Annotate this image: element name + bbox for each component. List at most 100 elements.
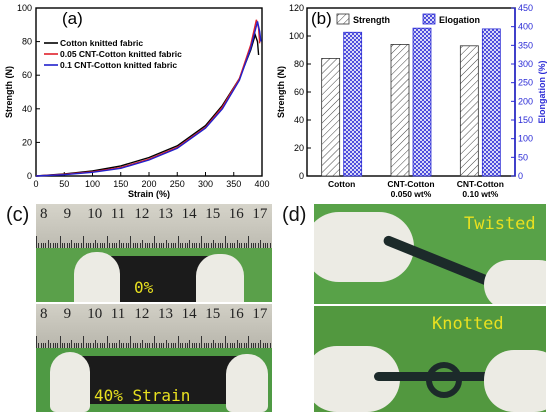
ruler-tick bbox=[40, 343, 42, 348]
ruler-number: 12 bbox=[134, 206, 150, 222]
ruler-tick bbox=[116, 343, 118, 348]
ruler-number: 8 bbox=[40, 306, 48, 322]
ruler-tick bbox=[250, 243, 252, 248]
ruler-tick bbox=[40, 243, 42, 248]
ruler-tick bbox=[135, 243, 137, 248]
panel-label-c: (c) bbox=[6, 204, 30, 226]
ruler-number: 10 bbox=[87, 306, 103, 322]
ruler-tick bbox=[269, 243, 271, 248]
ruler-tick bbox=[196, 343, 198, 348]
glove-right bbox=[484, 350, 546, 412]
ruler-tick bbox=[189, 240, 191, 248]
ruler-tick bbox=[175, 343, 177, 348]
ruler-tick bbox=[90, 343, 92, 348]
ruler-tick bbox=[109, 243, 111, 248]
ruler-tick bbox=[177, 336, 179, 348]
ruler-tick bbox=[97, 243, 99, 248]
ruler-tick bbox=[253, 343, 255, 348]
y2-axis-label: Elongation (%) bbox=[537, 61, 547, 124]
legend-swatch-elongation bbox=[422, 13, 436, 25]
ruler-tick bbox=[64, 243, 66, 248]
ruler-tick bbox=[158, 343, 160, 348]
ruler-tick bbox=[184, 243, 186, 248]
ruler-tick bbox=[168, 243, 170, 248]
plot-frame bbox=[35, 7, 263, 177]
ruler-tick bbox=[250, 343, 252, 348]
ruler-tick bbox=[71, 240, 73, 248]
ruler-tick bbox=[213, 240, 214, 248]
ruler-tick bbox=[203, 343, 205, 348]
legend-label: Cotton knitted fabric bbox=[60, 38, 143, 48]
y-tick-label: 60 bbox=[294, 87, 304, 97]
ruler-tick bbox=[118, 340, 120, 348]
ruler-tick bbox=[175, 243, 177, 248]
ruler-tick bbox=[142, 240, 144, 248]
ruler-tick bbox=[142, 340, 144, 348]
y-tick-label: 40 bbox=[294, 115, 304, 125]
ruler-tick bbox=[234, 243, 236, 248]
ruler-tick bbox=[246, 243, 248, 248]
ruler-tick bbox=[128, 343, 130, 348]
ruler-tick bbox=[92, 343, 94, 348]
photo-label: Knotted bbox=[432, 314, 504, 334]
ruler-tick bbox=[154, 336, 155, 348]
x-tick-label: 300 bbox=[198, 179, 213, 189]
ruler-tick bbox=[137, 343, 139, 348]
ruler-tick bbox=[45, 343, 47, 348]
category-label: Cotton bbox=[328, 179, 355, 189]
ruler-tick bbox=[111, 243, 113, 248]
ruler-tick bbox=[269, 343, 271, 348]
ruler-tick bbox=[149, 343, 151, 348]
x-tick-label: 200 bbox=[141, 179, 156, 189]
fabric-strip bbox=[64, 356, 244, 404]
ruler-tick bbox=[205, 243, 207, 248]
ruler-tick bbox=[36, 336, 37, 348]
ruler-tick bbox=[132, 243, 134, 248]
y-tick-label: 20 bbox=[22, 137, 32, 147]
x-tick-label: 150 bbox=[113, 179, 128, 189]
ruler-tick bbox=[172, 243, 174, 248]
ruler-tick bbox=[208, 243, 210, 248]
ruler-number: 10 bbox=[87, 206, 103, 222]
ruler-tick bbox=[106, 336, 108, 348]
knot bbox=[426, 362, 462, 398]
y2-tick-label: 450 bbox=[518, 3, 533, 13]
ruler-tick bbox=[187, 343, 189, 348]
ruler-tick bbox=[231, 243, 233, 248]
ruler-tick bbox=[163, 343, 165, 348]
ruler-tick bbox=[156, 243, 158, 248]
ruler-tick bbox=[73, 243, 75, 248]
ruler-tick bbox=[57, 243, 59, 248]
ruler-tick bbox=[179, 243, 181, 248]
elongation-bar bbox=[343, 31, 363, 177]
ruler-tick bbox=[87, 243, 89, 248]
ruler-tick bbox=[243, 243, 245, 248]
ruler-tick bbox=[90, 243, 92, 248]
strength-elongation-bar-chart: 0 20 40 60 80 100 120 0 50 100 150 200 250 300 350 400 4… bbox=[276, 3, 547, 199]
ruler-tick bbox=[165, 340, 167, 348]
panel-label-d: (d) bbox=[282, 204, 307, 226]
x-tick-label: 250 bbox=[170, 179, 185, 189]
x-tick-label: 400 bbox=[254, 179, 269, 189]
ruler-tick bbox=[182, 243, 184, 248]
ruler-tick bbox=[50, 243, 52, 248]
ruler-tick bbox=[92, 243, 94, 248]
ruler-tick bbox=[213, 340, 214, 348]
ruler-tick bbox=[130, 236, 132, 248]
ruler-number: 11 bbox=[110, 206, 126, 222]
ruler-tick bbox=[182, 343, 184, 348]
ruler-tick bbox=[54, 343, 56, 348]
ruler-tick bbox=[194, 243, 196, 248]
ruler-tick bbox=[59, 336, 61, 348]
ruler-tick bbox=[66, 343, 68, 348]
strength-bar bbox=[390, 44, 410, 177]
ruler-number: 9 bbox=[63, 306, 72, 322]
ruler-tick bbox=[253, 243, 255, 248]
ruler-tick bbox=[156, 343, 158, 348]
ruler-tick bbox=[85, 343, 87, 348]
ruler-tick bbox=[109, 343, 111, 348]
ruler-number: 16 bbox=[228, 306, 244, 322]
ruler-tick bbox=[80, 243, 82, 248]
ruler-tick bbox=[83, 336, 85, 348]
ruler-tick bbox=[111, 343, 113, 348]
